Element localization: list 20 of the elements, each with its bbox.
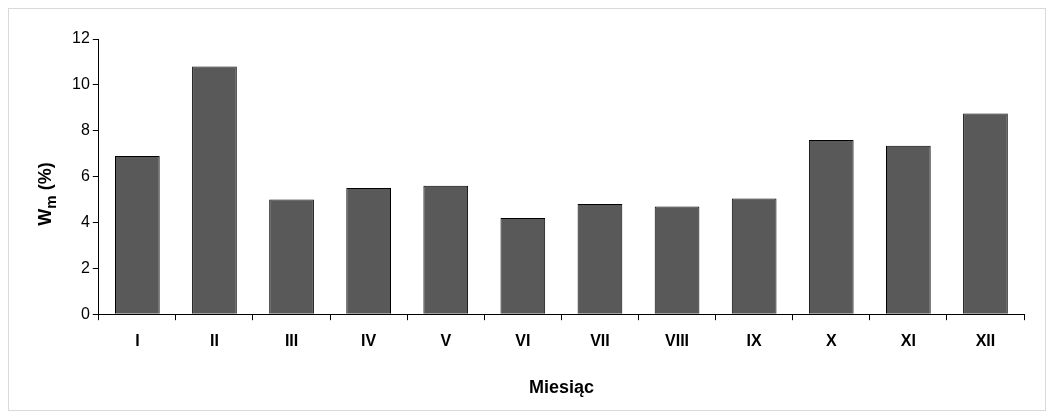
x-tick-label: III <box>284 332 299 350</box>
y-tick-label: 4 <box>80 212 90 230</box>
x-tick-label: IX <box>746 332 763 350</box>
x-tick-label: VIII <box>665 332 690 350</box>
x-tick-label: II <box>210 332 219 350</box>
x-tick-label: V <box>440 332 452 350</box>
x-tick-label: VII <box>590 332 610 350</box>
x-tick-label: IV <box>361 332 377 350</box>
y-tick-label: 8 <box>80 121 90 139</box>
x-tick-label: X <box>825 332 837 350</box>
y-tick-label: 12 <box>72 29 90 47</box>
y-tick-label: 0 <box>80 304 90 322</box>
x-tick-label: XII <box>975 332 996 350</box>
y-tick-label: 10 <box>72 75 90 93</box>
x-tick-label: XI <box>900 332 916 350</box>
y-tick-label: 6 <box>80 167 90 185</box>
y-tick-label: 2 <box>80 258 90 276</box>
x-tick-label: VI <box>515 332 531 350</box>
x-tick-label: I <box>135 332 140 350</box>
x-axis-title: Miesiąc <box>528 377 594 398</box>
